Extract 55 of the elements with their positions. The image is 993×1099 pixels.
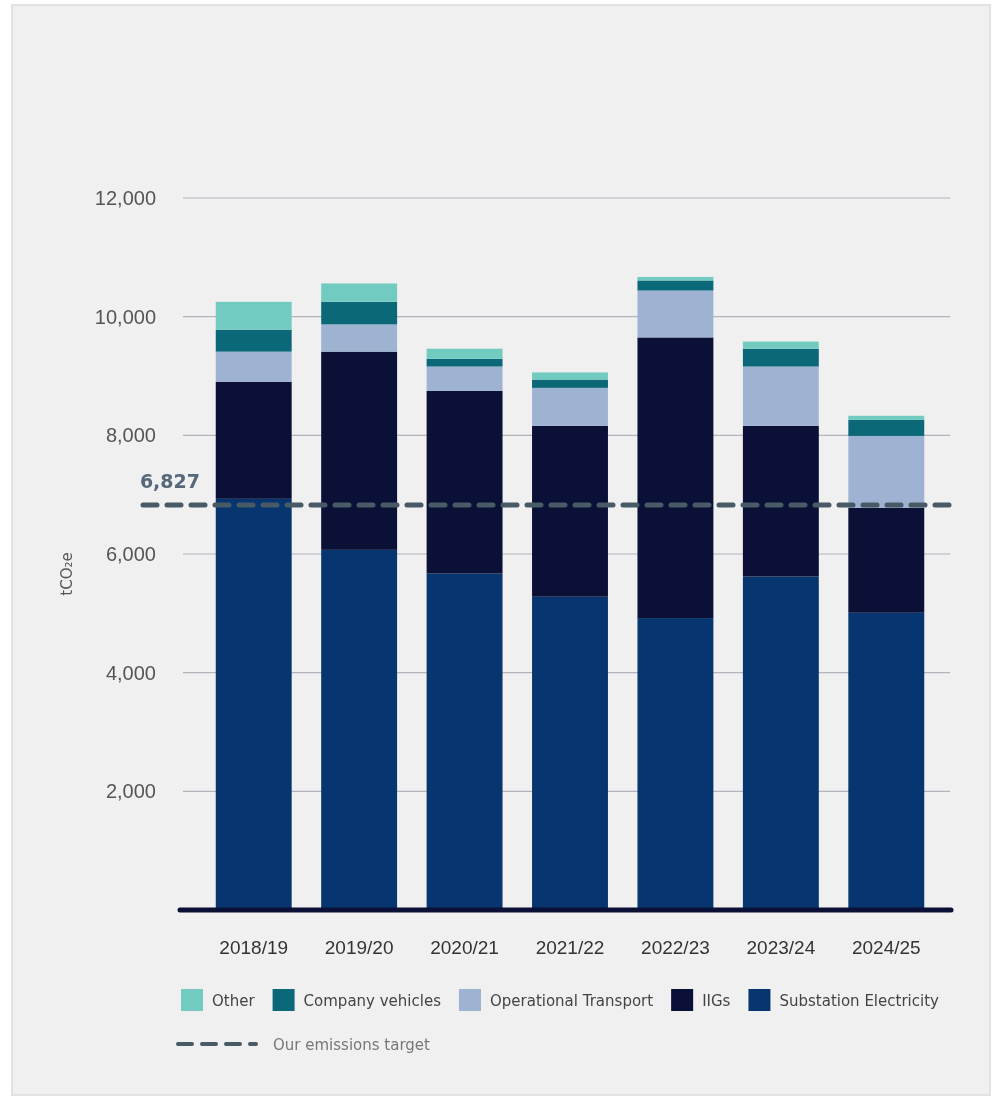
text: Our emissions target — [273, 1036, 431, 1054]
ref-line-label: 6,827 — [139, 469, 200, 492]
bar — [426, 573, 503, 910]
y-axis-title: tCO₂e — [58, 552, 76, 596]
bar — [637, 290, 714, 338]
bar — [426, 366, 503, 391]
x-tick-label: 2019/20 — [324, 937, 394, 958]
y-tick-label: 8,000 — [105, 424, 156, 447]
legend-label: Company vehicles — [303, 992, 442, 1010]
bar — [215, 498, 292, 910]
x-tick-label: 2018/19 — [219, 937, 289, 958]
bar — [742, 366, 819, 426]
legend-label: Substation Electricity — [779, 992, 940, 1010]
bar — [742, 425, 819, 577]
bar — [742, 348, 819, 367]
bar — [215, 351, 292, 382]
y-tick-label: 10,000 — [94, 305, 156, 328]
bar — [321, 351, 398, 550]
bar — [848, 612, 925, 910]
bar — [742, 341, 819, 349]
bar — [426, 348, 503, 359]
bar — [532, 372, 608, 380]
y-tick-label: 4,000 — [105, 661, 156, 684]
bar — [426, 390, 503, 574]
bar — [532, 379, 608, 388]
legend-label: Operational Transport — [489, 992, 654, 1010]
legend-label: IIGs — [702, 992, 731, 1010]
y-tick-label: 6,000 — [105, 542, 156, 565]
bar — [215, 301, 292, 330]
bar — [637, 280, 714, 291]
bar — [637, 337, 714, 619]
legend-label: Other — [212, 992, 256, 1010]
bar — [742, 576, 819, 910]
y-tick-label: 2,000 — [105, 780, 156, 803]
bar — [532, 596, 608, 910]
bar — [215, 329, 292, 352]
bar — [848, 419, 925, 436]
x-tick-label: 2021/22 — [535, 937, 605, 958]
bar — [215, 381, 292, 499]
bar — [532, 387, 608, 426]
bar — [321, 549, 398, 910]
bar — [848, 415, 925, 420]
bar — [637, 618, 714, 910]
x-tick-label: 2023/24 — [746, 937, 816, 958]
y-tick-label: 12,000 — [94, 186, 156, 209]
x-tick-label: 2020/21 — [430, 937, 499, 958]
x-tick-label: 2024/25 — [851, 937, 921, 958]
bar — [426, 358, 503, 367]
bar — [532, 425, 608, 597]
bar — [321, 283, 398, 302]
bar — [321, 301, 398, 325]
bar — [321, 324, 398, 352]
bar — [848, 507, 925, 613]
x-tick-label: 2022/23 — [641, 937, 710, 958]
bar — [848, 435, 925, 508]
